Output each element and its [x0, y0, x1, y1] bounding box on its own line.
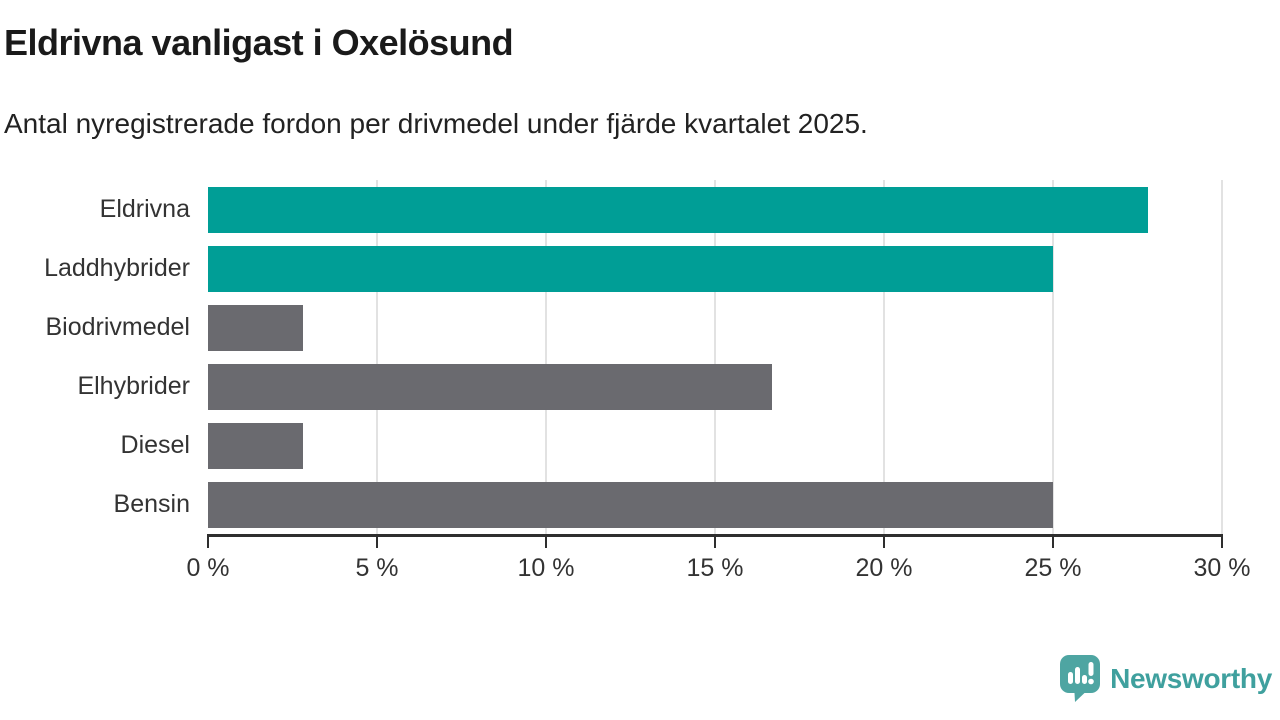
- brand-footer: Newsworthy: [1060, 655, 1272, 702]
- bar: [208, 186, 1148, 233]
- bar: [208, 422, 303, 469]
- category-label: Bensin: [113, 490, 190, 518]
- bar-row: Biodrivmedel: [45, 298, 1222, 357]
- bar-rows: Eldrivna Laddhybrider Biodrivmedel Elhybrid…: [44, 180, 1222, 534]
- bar-row: Elhybrider: [77, 357, 1222, 416]
- category-label: Eldrivna: [99, 195, 190, 223]
- x-axis-tick: [1052, 534, 1054, 548]
- x-tick-label: 25 %: [1024, 554, 1082, 582]
- chart-subtitle: Antal nyregistrerade fordon per drivmede…: [4, 108, 868, 139]
- bar: [208, 245, 1053, 292]
- bar: [208, 481, 1053, 528]
- x-axis-tick: [714, 534, 716, 548]
- bar-row: Laddhybrider: [44, 239, 1222, 298]
- category-label: Diesel: [120, 431, 190, 459]
- bar-row: Eldrivna: [100, 180, 1222, 239]
- gridline-25: [1052, 180, 1054, 534]
- brand-wordmark: Newsworthy: [1110, 662, 1272, 694]
- x-tick-label: 30 %: [1193, 554, 1251, 582]
- x-tick-label: 0 %: [186, 554, 230, 582]
- gridline-15: [714, 180, 716, 534]
- newsworthy-logo-icon: [1060, 655, 1101, 702]
- x-tick-label: 15 %: [686, 554, 744, 582]
- x-axis-tick: [376, 534, 378, 548]
- gridline-20: [883, 180, 885, 534]
- x-tick-label: 10 %: [517, 554, 575, 582]
- plot-area: Eldrivna Laddhybrider Biodrivmedel Elhybrid…: [44, 180, 1223, 534]
- x-axis-tick: [1221, 534, 1223, 548]
- bar: [208, 304, 303, 351]
- bar-row: Bensin: [114, 475, 1222, 534]
- x-axis-tick: [883, 534, 885, 548]
- x-axis-tick: [207, 534, 209, 548]
- chart-title: Eldrivna vanligast i Oxelösund: [4, 22, 514, 63]
- category-label: Elhybrider: [77, 372, 190, 400]
- bar-row: Diesel: [121, 416, 1222, 475]
- bar: [208, 363, 773, 410]
- gridline-30: [1221, 180, 1223, 534]
- gridline-10: [545, 180, 547, 534]
- gridline-5: [376, 180, 378, 534]
- x-tick-label: 20 %: [855, 554, 913, 582]
- category-label: Biodrivmedel: [45, 313, 190, 341]
- x-axis-tick: [545, 534, 547, 548]
- x-axis: 0 % 5 % 10 % 15 % 20 % 25 % 30 %: [186, 534, 1250, 594]
- category-label: Laddhybrider: [44, 254, 190, 282]
- bar-chart: Eldrivna Laddhybrider Biodrivmedel Elhybrid…: [0, 180, 1280, 600]
- x-tick-label: 5 %: [355, 554, 399, 582]
